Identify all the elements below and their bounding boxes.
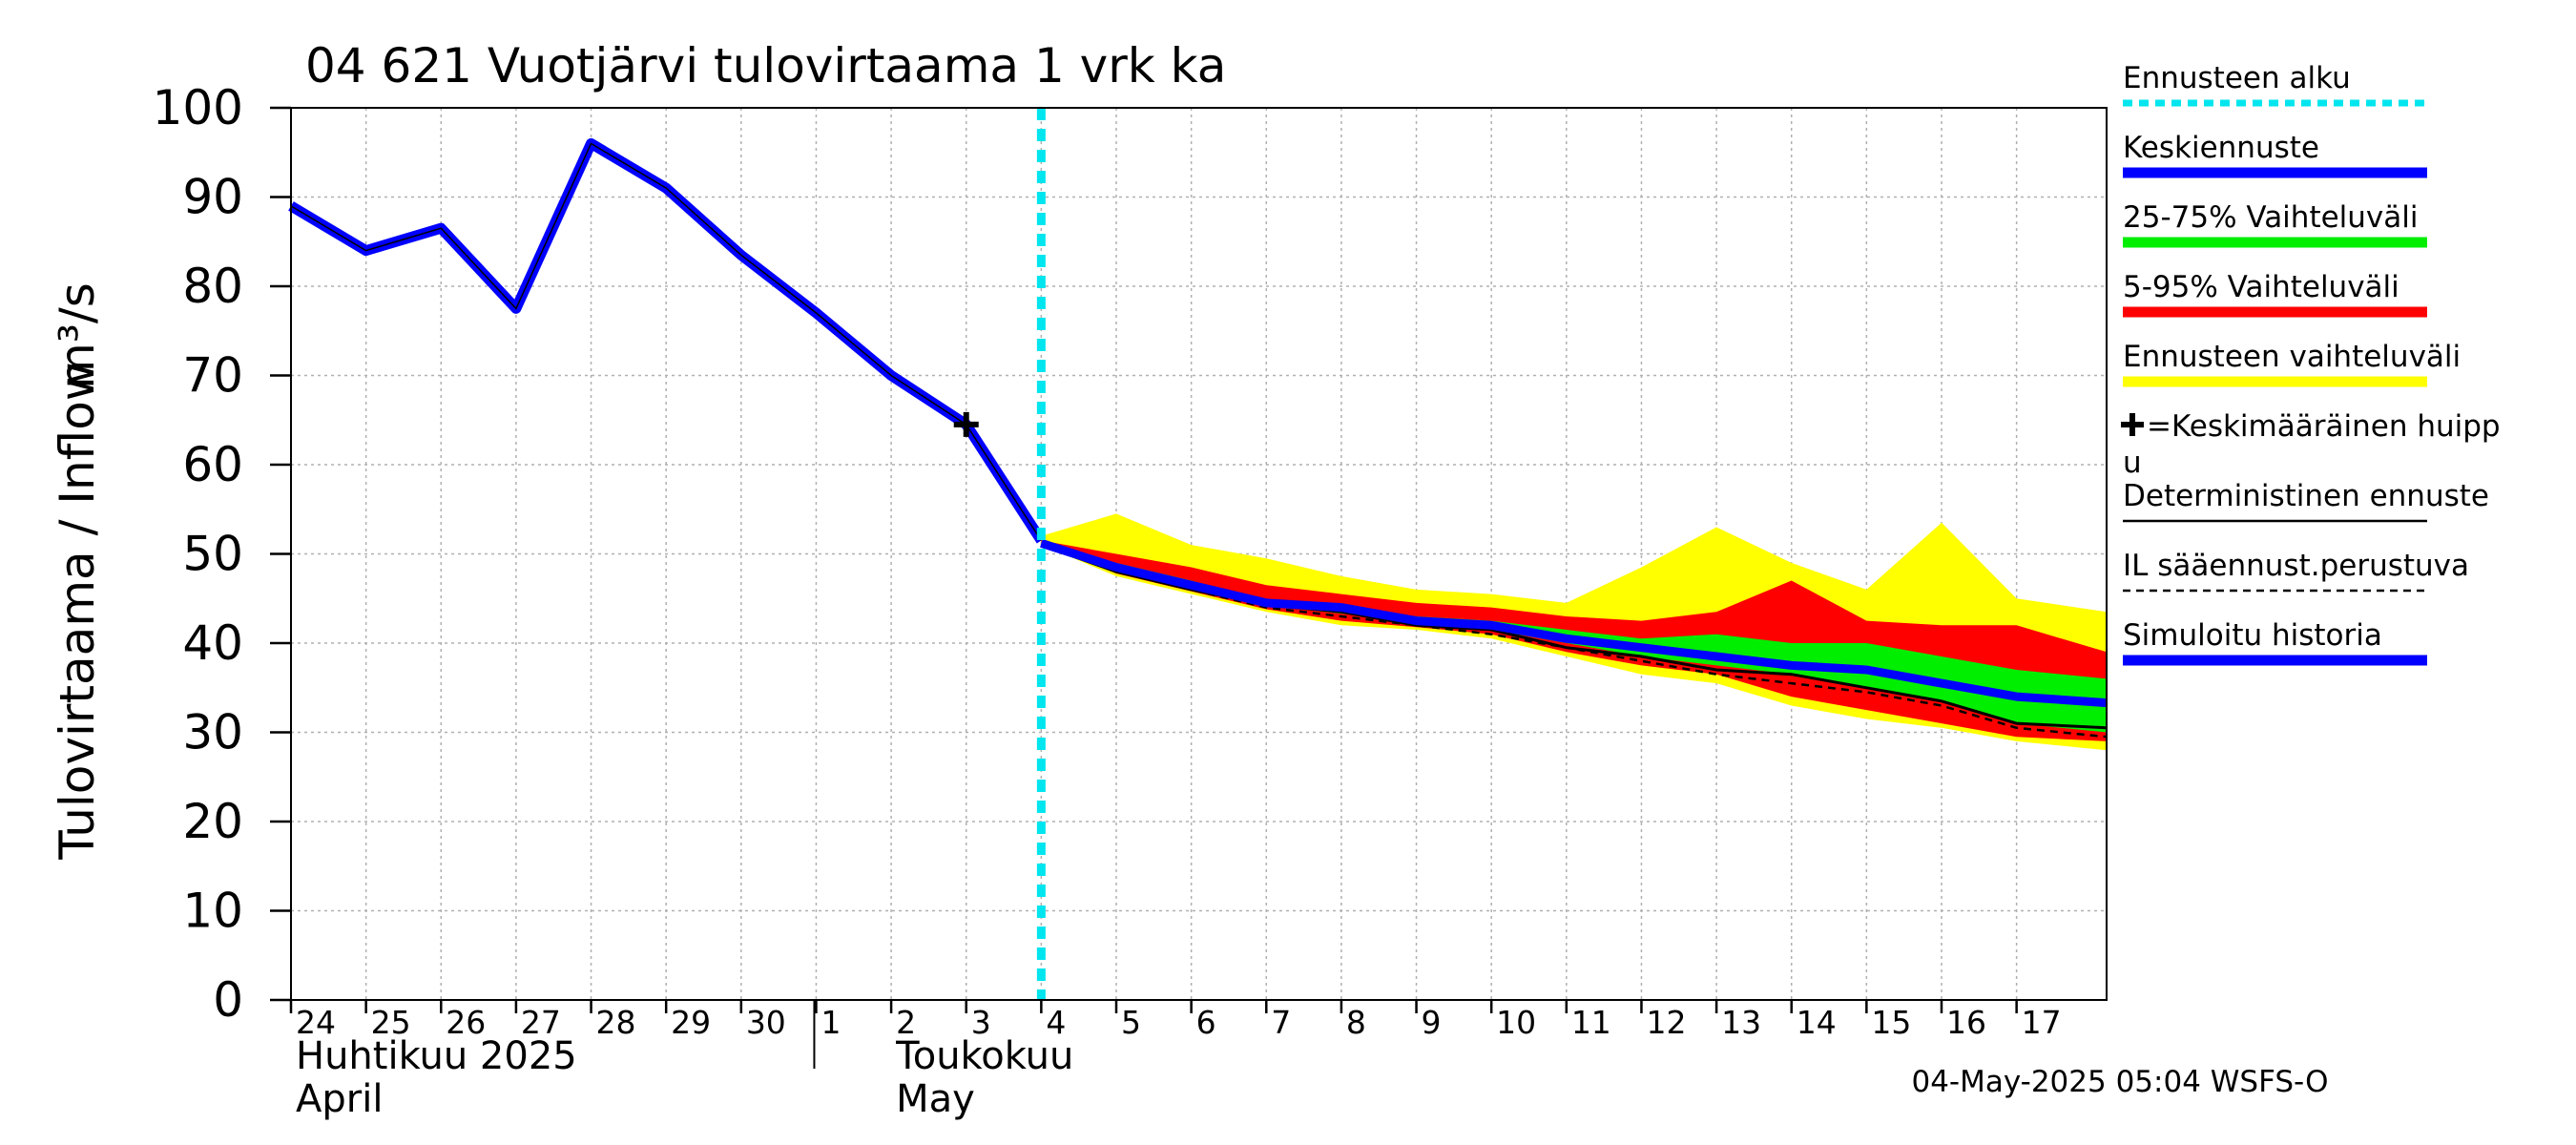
legend-item-3: 5-95% Vaihteluväli: [2123, 270, 2427, 318]
x-tick-label-13: 13: [1721, 1004, 1761, 1041]
x-tick-label-10: 10: [1496, 1004, 1536, 1041]
y-tick-label-50: 50: [182, 527, 243, 582]
x-tick-label-3: 3: [971, 1004, 991, 1041]
x-tick-label-11: 11: [1571, 1004, 1611, 1041]
legend-label-4: Ennusteen vaihteluväli: [2123, 340, 2461, 374]
legend-label-2: 25-75% Vaihteluväli: [2123, 200, 2419, 235]
y-axis-label: Tulovirtaama / Inflow: [50, 362, 105, 860]
legend-label-1: Keskiennuste: [2123, 131, 2319, 165]
legend-item-8: Simuloitu historia: [2123, 618, 2427, 666]
x-tick-label-8: 8: [1346, 1004, 1366, 1041]
x-tick-label-26: 26: [446, 1004, 486, 1041]
x-tick-label-9: 9: [1422, 1004, 1442, 1041]
x-tick-label-17: 17: [2022, 1004, 2062, 1041]
legend-label-3: 5-95% Vaihteluväli: [2123, 270, 2399, 304]
legend-item-7: IL sääennust.perustuva: [2123, 549, 2469, 593]
month-label-en-1: May: [896, 1077, 975, 1121]
x-tick-label-30: 30: [746, 1004, 786, 1041]
il-weather-forecast-line: [1040, 543, 2108, 739]
y-tick-label-0: 0: [213, 972, 243, 1028]
y-tick-label-70: 70: [182, 348, 243, 404]
month-label-en-0: April: [296, 1077, 383, 1121]
legend-label-0: Ennusteen alku: [2123, 61, 2351, 95]
x-tick-label-2: 2: [896, 1004, 916, 1041]
legend-item-4: Ennusteen vaihteluväli: [2123, 340, 2461, 387]
x-tick-label-6: 6: [1196, 1004, 1216, 1041]
legend-plus-icon: [2121, 413, 2144, 436]
y-tick-label-80: 80: [182, 259, 243, 314]
y-axis-unit: m³/s: [50, 282, 105, 389]
x-tick-label-1: 1: [821, 1004, 841, 1041]
legend-label-8: Simuloitu historia: [2123, 618, 2382, 653]
legend-item-2: 25-75% Vaihteluväli: [2123, 200, 2427, 248]
legend-label-7: IL sääennust.perustuva: [2123, 549, 2469, 583]
y-tick-label-90: 90: [182, 170, 243, 225]
x-tick-label-25: 25: [371, 1004, 411, 1041]
mean-peak-marker: [953, 411, 979, 437]
x-tick-label-14: 14: [1797, 1004, 1837, 1041]
x-tick-label-28: 28: [596, 1004, 636, 1041]
y-tick-label-100: 100: [153, 80, 243, 135]
legend-label-6: Deterministinen ennuste: [2123, 479, 2489, 513]
x-tick-label-5: 5: [1121, 1004, 1141, 1041]
timestamp-label: 04-May-2025 05:04 WSFS-O: [1911, 1065, 2328, 1099]
x-tick-label-27: 27: [521, 1004, 561, 1041]
month-label-1: Toukokuu: [895, 1034, 1073, 1078]
x-tick-label-24: 24: [296, 1004, 336, 1041]
legend-item-0: Ennusteen alku: [2123, 61, 2427, 107]
x-tick-label-12: 12: [1646, 1004, 1686, 1041]
x-tick-label-4: 4: [1046, 1004, 1066, 1041]
y-tick-label-30: 30: [182, 705, 243, 760]
y-tick-label-10: 10: [182, 884, 243, 939]
y-tick-label-60: 60: [182, 437, 243, 492]
median-forecast-line: [1040, 539, 2108, 708]
legend: Ennusteen alku Keskiennuste 25-75% Vaihtel…: [2121, 61, 2501, 666]
legend-item-6: Deterministinen ennuste: [2123, 479, 2489, 523]
legend-label-5-cont: u: [2123, 446, 2142, 480]
legend-item-1: Keskiennuste: [2123, 131, 2427, 178]
history-centerline: [290, 142, 1043, 541]
x-tick-label-15: 15: [1871, 1004, 1911, 1041]
x-tick-label-29: 29: [671, 1004, 711, 1041]
y-tick-label-20: 20: [182, 794, 243, 849]
legend-label-5: =Keskimääräinen huipp: [2147, 409, 2501, 444]
y-tick-label-40: 40: [182, 615, 243, 671]
x-tick-label-16: 16: [1946, 1004, 1986, 1041]
chart-title: 04 621 Vuotjärvi tulovirtaama 1 vrk ka: [305, 38, 1226, 94]
x-tick-label-7: 7: [1271, 1004, 1291, 1041]
month-label-0: Huhtikuu 2025: [296, 1034, 577, 1078]
